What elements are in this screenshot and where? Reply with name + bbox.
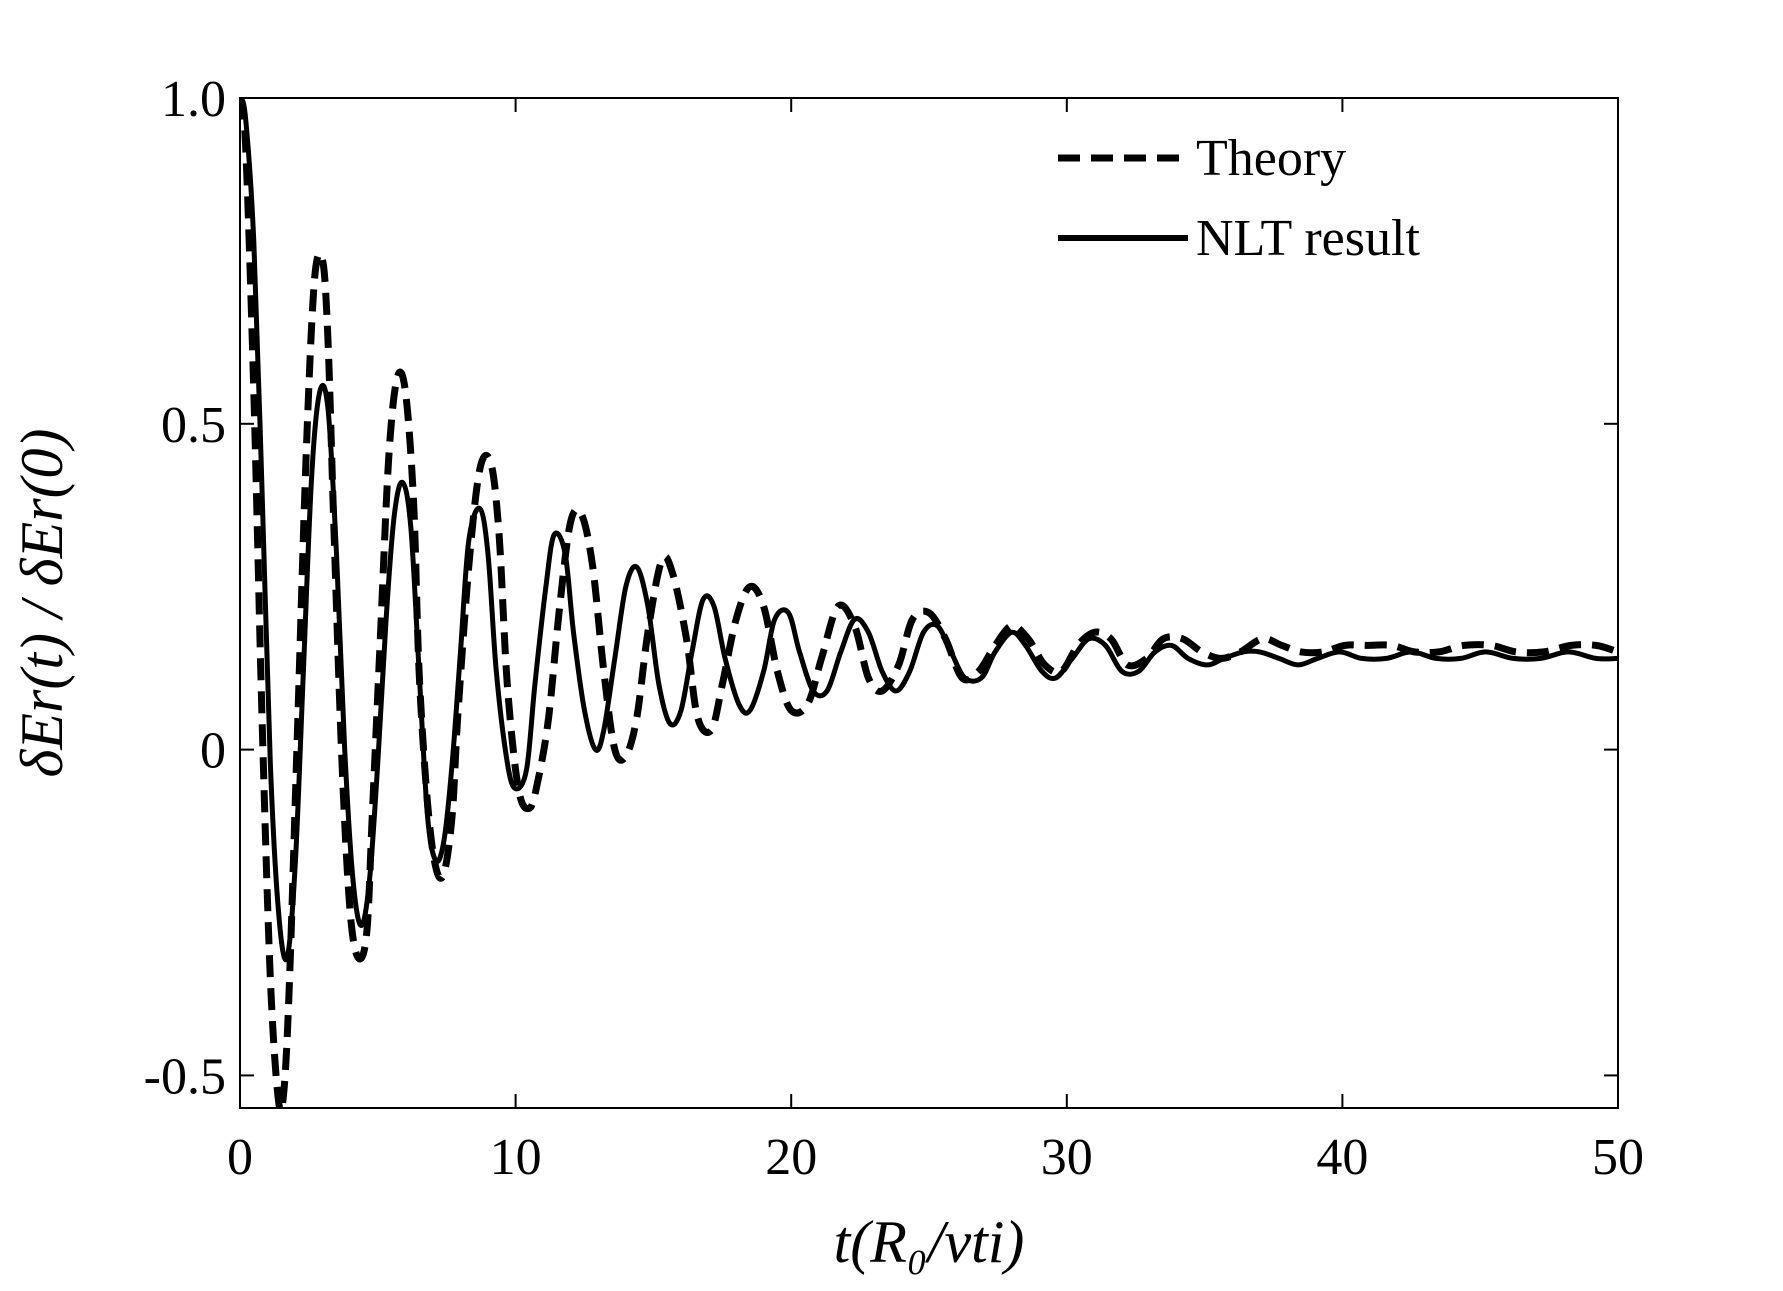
x-tick-label: 30 [1041,1129,1093,1186]
legend-label-theory: Theory [1196,130,1346,187]
x-tick-label: 40 [1316,1129,1368,1186]
x-axis-ticks: 0 10 20 30 40 50 [227,98,1644,1186]
y-tick-label: 0.5 [161,397,226,454]
series-line-nlt-result [240,98,1618,963]
x-tick-label: 0 [227,1129,253,1186]
y-axis-ticks: -0.5 0 0.5 1.0 [144,71,1618,1105]
plot-frame [239,97,1619,1109]
legend-label-nlt-result: NLT result [1196,210,1420,267]
y-axis-label: δEr(t) / δEr(0) [9,428,75,777]
x-tick-label: 50 [1592,1129,1644,1186]
legend: Theory NLT result [1058,130,1420,267]
plot-area-frame [239,97,1619,1109]
y-tick-label: 1.0 [161,71,226,128]
x-tick-label: 20 [765,1129,817,1186]
x-tick-label: 10 [490,1129,542,1186]
series-layer [240,98,1618,1108]
x-axis-label: t(R₀/vti) [834,1209,1025,1275]
y-tick-label: 0 [200,723,226,780]
y-tick-label: -0.5 [144,1048,226,1105]
